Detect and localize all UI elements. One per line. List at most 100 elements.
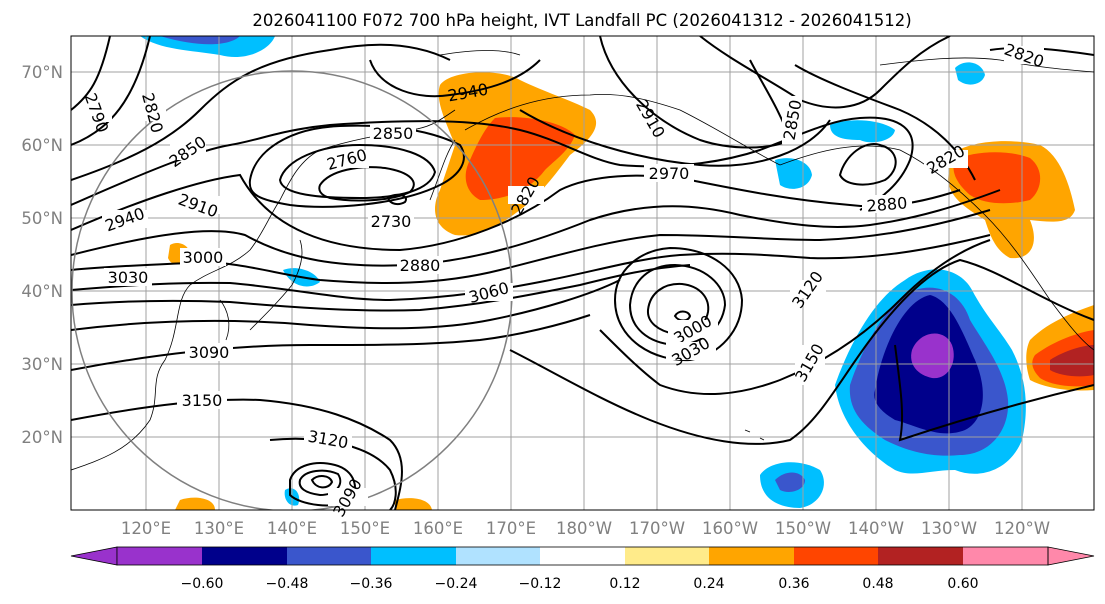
colorbar-swatch — [878, 547, 963, 565]
latitude-labels: 70°N 60°N 50°N 40°N 30°N 20°N — [21, 63, 63, 447]
contour-label: 3000 — [183, 248, 224, 267]
coast-japan — [249, 239, 303, 331]
lat-label: 70°N — [21, 63, 63, 82]
colorbar-tick: −0.60 — [181, 576, 224, 592]
lon-label: 180°W — [556, 519, 612, 538]
contour-3060-cutoff — [613, 246, 744, 362]
contour-2850-ne — [699, 36, 951, 109]
lon-label: 140°E — [267, 519, 317, 538]
contour-2820-w — [71, 36, 151, 146]
contour-3120-east — [599, 239, 991, 396]
contour-2790-low — [248, 124, 465, 208]
ivt-neg-small-south-core — [775, 472, 805, 492]
contour-3000 — [71, 234, 991, 302]
colorbar: −0.60 −0.48 −0.36 −0.24 −0.12 0.12 0.24 … — [70, 546, 1095, 592]
ivt-neg-alaska — [830, 120, 895, 143]
lat-label: 60°N — [21, 136, 63, 155]
contour-2910-ne — [599, 36, 792, 149]
contour-3030 — [71, 264, 691, 312]
ivt-neg-060-east — [911, 333, 954, 379]
colorbar-swatch — [287, 547, 371, 565]
ivt-pos-048-california — [1050, 345, 1094, 377]
colorbar-extend-low — [70, 546, 118, 566]
colorbar-tick: 0.12 — [609, 576, 640, 592]
coast-siberia — [279, 109, 456, 201]
ivt-pos-tropics-w — [175, 497, 215, 510]
coast-east-asia — [71, 199, 281, 471]
contour-3030-cutoff — [628, 263, 727, 347]
colorbar-swatch — [117, 547, 202, 565]
colorbar-swatch — [456, 547, 540, 565]
contour-label: 2970 — [649, 164, 690, 183]
contour-label: 2730 — [371, 212, 412, 231]
lon-label: 140°W — [848, 519, 904, 538]
colorbar-tick: −0.12 — [519, 576, 562, 592]
contour-3060 — [71, 279, 621, 331]
colorbar-extend-high — [1047, 546, 1095, 566]
figure-title: 2026041100 F072 700 hPa height, IVT Land… — [252, 11, 911, 30]
lon-label: 120°W — [994, 519, 1050, 538]
map-panel — [70, 35, 1095, 511]
colorbar-frame — [116, 546, 1049, 566]
contour-alaska-low — [838, 143, 897, 186]
lon-label: 130°W — [921, 519, 977, 538]
contour-2940 — [71, 189, 1001, 267]
longitude-labels: 120°E 130°E 140°E 150°E 160°E 170°E 180°… — [121, 519, 1050, 538]
contour-3150-east — [509, 258, 1094, 445]
contour-3030-low-tropics — [310, 475, 334, 489]
lon-label: 160°W — [702, 519, 758, 538]
lon-label: 120°E — [121, 519, 171, 538]
colorbar-swatch — [540, 547, 625, 565]
colorbar-tick: 0.48 — [862, 576, 893, 592]
contour-3180-east — [894, 344, 1094, 442]
lon-label: 160°E — [413, 519, 463, 538]
lon-label: 150°E — [340, 519, 390, 538]
coast-alaska — [464, 94, 781, 166]
colorbar-tick: 0.60 — [947, 576, 978, 592]
colorbar-tick: 0.36 — [778, 576, 809, 592]
coast-arctic-canada — [879, 57, 1094, 73]
colorbar-swatch — [709, 547, 794, 565]
colorbar-swatch — [371, 547, 456, 565]
lon-label: 150°W — [775, 519, 831, 538]
contour-2850-w — [71, 43, 451, 181]
contour-label: 2880 — [400, 256, 441, 275]
contour-3090-low-tropics — [289, 462, 356, 507]
colorbar-swatch — [202, 547, 287, 565]
contour-3150 — [71, 398, 403, 510]
colorbar-tick: −0.48 — [266, 576, 309, 592]
coast-hawaii — [744, 429, 765, 441]
lat-label: 40°N — [21, 282, 63, 301]
contour-2880 — [71, 116, 914, 211]
lon-label: 130°E — [194, 519, 244, 538]
coast-kamchatka — [429, 139, 456, 201]
colorbar-swatch — [625, 547, 709, 565]
colorbar-tick: −0.36 — [350, 576, 393, 592]
ivt-neg-arctic-core — [160, 36, 240, 45]
contour-cutoff-center — [673, 310, 692, 322]
lat-label: 50°N — [21, 209, 63, 228]
lat-label: 20°N — [21, 428, 63, 447]
contour-label: 2850 — [373, 124, 414, 143]
contour-low-center — [386, 193, 407, 206]
colorbar-swatch — [794, 547, 878, 565]
ivt-shading — [140, 36, 1094, 510]
contour-3000-cutoff — [646, 282, 710, 336]
colorbar-tick: −0.24 — [435, 576, 478, 592]
lon-label: 170°E — [486, 519, 536, 538]
contour-3090 — [71, 314, 591, 371]
contour-label: 3030 — [108, 268, 149, 287]
contour-label: 3090 — [189, 343, 230, 362]
ivt-pos-036-bc — [953, 152, 1041, 204]
contour-label: 2880 — [866, 193, 908, 215]
ivt-pos-tropics-c — [395, 498, 432, 510]
coastlines — [71, 50, 1094, 471]
ivt-neg-canada — [955, 62, 985, 85]
colorbar-swatch — [963, 547, 1048, 565]
map-frame — [70, 35, 1095, 511]
ivt-neg-arctic — [140, 36, 275, 58]
lon-label: 170°W — [629, 519, 685, 538]
coast-chukotka — [439, 50, 521, 56]
colorbar-tick: 0.24 — [693, 576, 724, 592]
